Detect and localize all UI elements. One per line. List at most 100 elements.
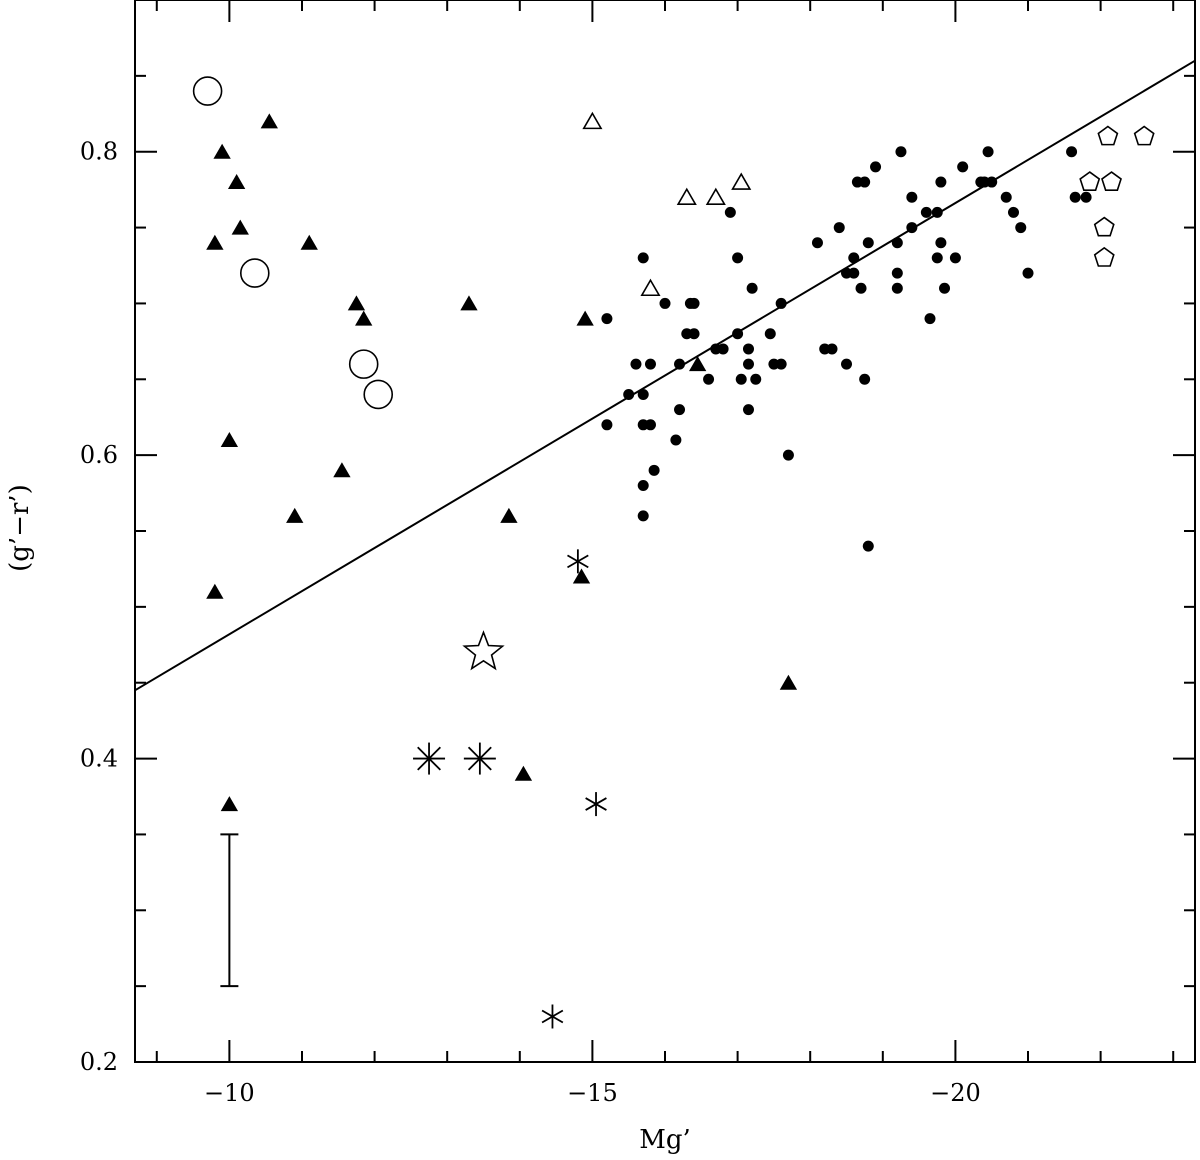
filled-triangle-point xyxy=(689,356,707,372)
filled-circle-point xyxy=(688,328,700,340)
filled-triangle-point xyxy=(206,583,224,599)
filled-circle-point xyxy=(986,176,998,188)
asterisk-point-ray xyxy=(467,746,492,771)
open-pentagon-point xyxy=(1097,125,1119,146)
filled-circle-point xyxy=(1015,222,1027,234)
filled-triangle-point xyxy=(286,507,304,523)
y-tick-label: 0.6 xyxy=(80,441,118,469)
filled-triangle-point xyxy=(500,507,518,523)
filled-triangle-point xyxy=(333,462,351,478)
filled-circle-point xyxy=(1080,191,1092,203)
filled-circle-point xyxy=(659,297,671,309)
filled-circle-point xyxy=(935,176,947,188)
y-axis-title: (g’−r’) xyxy=(5,484,35,572)
open-pentagon-point xyxy=(1101,171,1122,191)
filled-triangle-point xyxy=(206,234,224,250)
open-pentagon-point xyxy=(1093,216,1115,237)
six-point-star-point-ray xyxy=(585,797,607,811)
filled-circle-point xyxy=(782,449,794,461)
filled-circle-point xyxy=(931,252,943,264)
filled-circle-point xyxy=(724,206,736,218)
asterisk-point-ray xyxy=(417,746,441,771)
filled-triangle-point xyxy=(260,113,278,129)
filled-triangle-point xyxy=(355,310,373,326)
filled-circle-point xyxy=(644,358,656,370)
filled-circle-point xyxy=(906,222,918,234)
plot-frame xyxy=(134,0,1196,1063)
filled-circle-point xyxy=(859,176,871,188)
filled-circle-point xyxy=(637,252,649,264)
filled-triangle-point xyxy=(231,219,249,235)
axis-ticks xyxy=(135,0,1195,1063)
fit-line xyxy=(134,59,1196,692)
filled-circle-point xyxy=(848,267,860,279)
open-triangle-point xyxy=(582,111,603,130)
filled-circle-point xyxy=(833,222,845,234)
open-triangle-point xyxy=(731,172,752,190)
filled-triangle-point xyxy=(576,310,594,326)
six-point-star-point-ray xyxy=(541,1009,564,1024)
open-triangle-point xyxy=(640,278,661,297)
filled-circle-point xyxy=(732,328,744,340)
open-star-point xyxy=(462,630,505,671)
filled-circle-point xyxy=(957,161,969,173)
y-tick-label: 0.4 xyxy=(80,745,118,773)
filled-circle-point xyxy=(670,434,682,446)
filled-circle-point xyxy=(732,252,744,264)
filled-circle-point xyxy=(601,419,613,431)
filled-circle-point xyxy=(895,146,907,158)
filled-circle-point xyxy=(674,404,686,416)
filled-circle-point xyxy=(630,358,642,370)
y-tick-label: 0.2 xyxy=(80,1048,118,1076)
open-triangle-point xyxy=(676,187,697,206)
filled-circle-point xyxy=(841,358,853,370)
filled-circle-point xyxy=(891,267,903,279)
filled-circle-point xyxy=(811,237,823,249)
filled-circle-point xyxy=(1022,267,1034,279)
filled-circle-point xyxy=(1066,146,1078,158)
filled-circle-point xyxy=(949,252,961,264)
filled-circle-point xyxy=(920,206,932,218)
x-tick-label: −10 xyxy=(204,1079,255,1107)
filled-circle-point xyxy=(674,358,686,370)
six-point-star-point-ray xyxy=(567,554,589,569)
open-circle-point xyxy=(239,258,270,288)
filled-triangle-point xyxy=(347,295,366,311)
open-circle-point xyxy=(192,76,223,106)
filled-triangle-point xyxy=(220,431,239,447)
filled-triangle-point xyxy=(779,674,798,690)
filled-circle-point xyxy=(906,191,918,203)
filled-circle-point xyxy=(1007,206,1019,218)
filled-circle-point xyxy=(775,358,787,370)
filled-circle-point xyxy=(891,237,903,249)
filled-circle-point xyxy=(939,282,951,294)
filled-circle-point xyxy=(826,343,838,355)
filled-circle-point xyxy=(931,206,943,218)
filled-triangle-point xyxy=(572,568,591,584)
tick-labels-layer: −10 −15 −20 0.2 0.4 0.6 0.8 xyxy=(80,138,981,1107)
filled-circle-point xyxy=(601,313,613,325)
filled-circle-point xyxy=(1069,191,1081,203)
filled-circle-point xyxy=(859,373,871,385)
filled-circle-point xyxy=(717,343,729,355)
filled-circle-point xyxy=(742,358,754,370)
filled-circle-point xyxy=(870,161,882,173)
filled-circle-point xyxy=(742,404,754,416)
filled-circle-point xyxy=(688,297,700,309)
filled-circle-point xyxy=(1000,191,1012,203)
filled-triangle-point xyxy=(213,143,231,159)
filled-circle-point xyxy=(735,373,747,385)
filled-circle-point xyxy=(637,510,649,522)
open-triangle-point xyxy=(705,187,726,206)
open-pentagon-point xyxy=(1133,125,1155,146)
x-tick-label: −20 xyxy=(930,1079,981,1107)
open-pentagon-point xyxy=(1093,246,1115,267)
filled-circle-point xyxy=(644,419,656,431)
filled-circle-point xyxy=(982,146,994,158)
filled-circle-point xyxy=(648,464,660,476)
filled-triangle-point xyxy=(514,765,533,781)
filled-circle-point xyxy=(742,343,754,355)
filled-circle-point xyxy=(862,237,874,249)
